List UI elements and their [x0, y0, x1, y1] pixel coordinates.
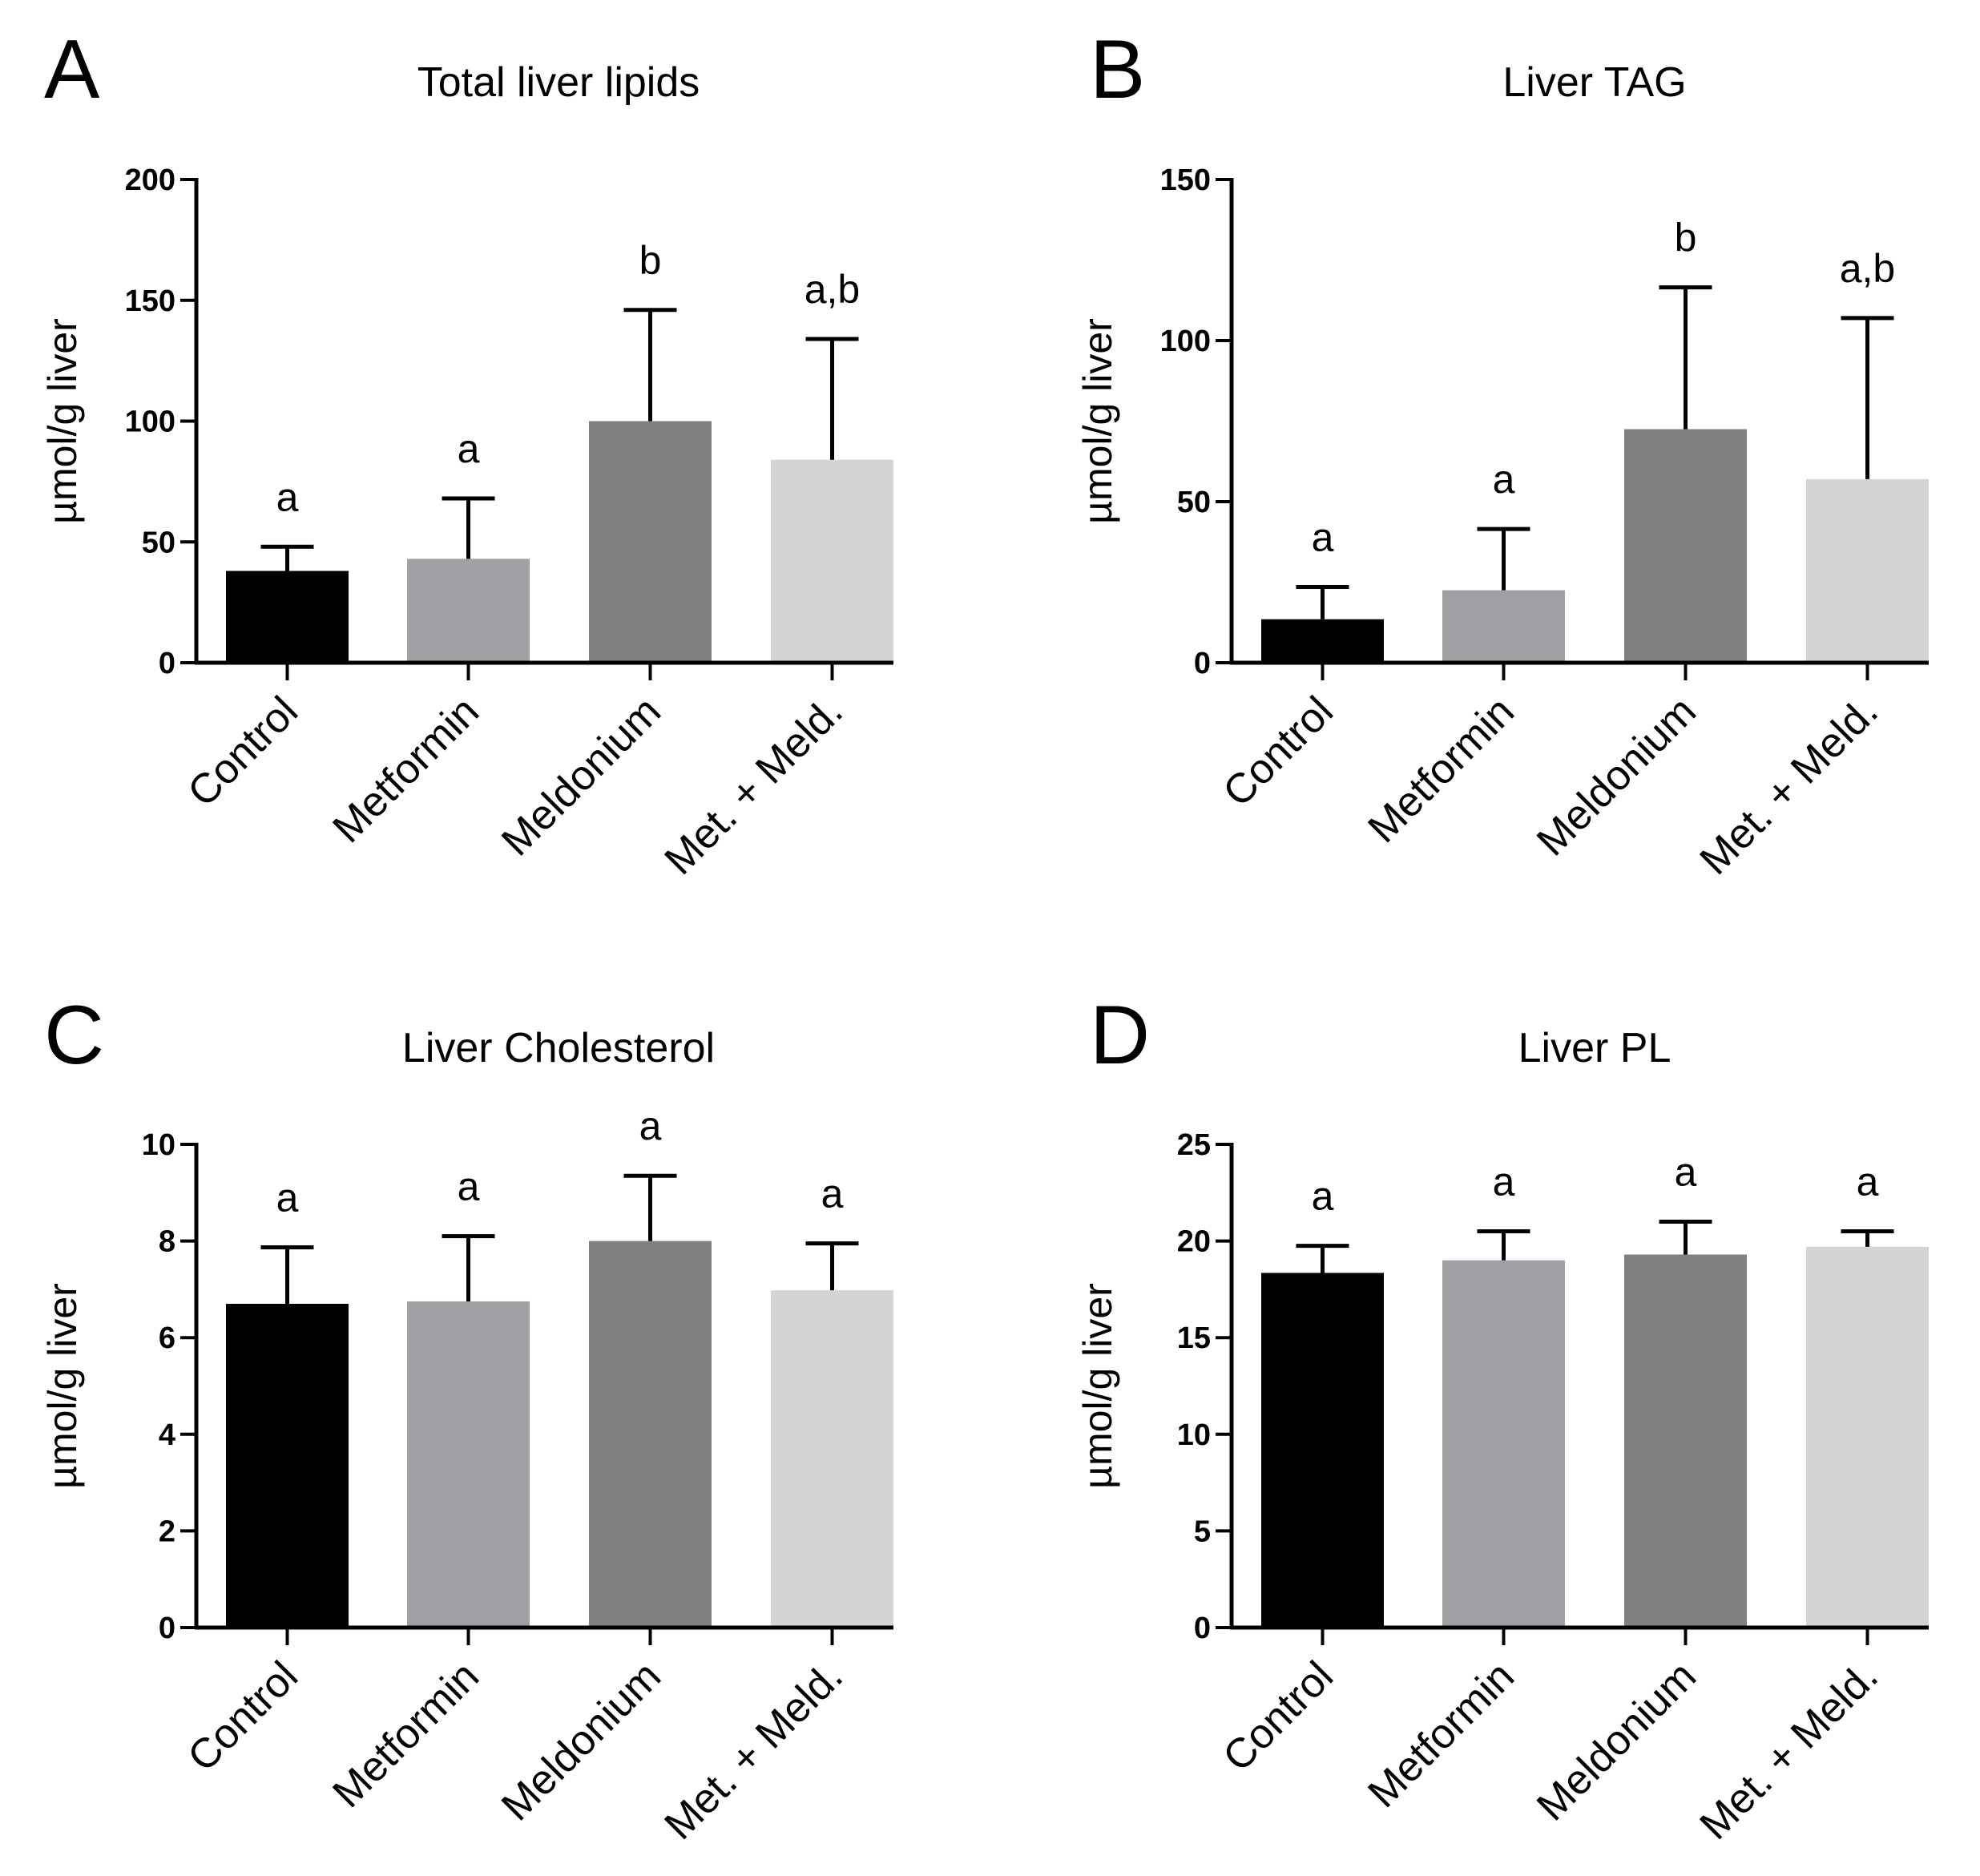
bar-3 — [1624, 429, 1747, 663]
bar-4 — [1806, 478, 1929, 663]
significance-label: a — [1312, 1174, 1334, 1219]
y-tick-label: 6 — [159, 1321, 175, 1355]
significance-label: a — [1857, 1160, 1879, 1204]
significance-label: b — [1675, 216, 1697, 260]
y-tick-label: 150 — [125, 284, 175, 318]
chart-title: Total liver lipids — [417, 59, 700, 106]
y-tick-label: 10 — [142, 1128, 175, 1162]
significance-label: a — [276, 474, 299, 519]
significance-label: a,b — [1840, 246, 1896, 291]
bar-3 — [1624, 1254, 1747, 1628]
bar-2 — [407, 559, 530, 663]
y-tick-label: 0 — [159, 1612, 175, 1645]
y-tick-label: 100 — [125, 405, 175, 439]
bar-1 — [226, 1303, 349, 1628]
y-tick-label: 4 — [159, 1418, 175, 1452]
x-tick-label: Met. + Meld. — [656, 688, 852, 883]
panel-letter: D — [1090, 989, 1150, 1082]
x-tick-label: Met. + Meld. — [1692, 688, 1887, 883]
x-tick-label: Control — [179, 688, 307, 816]
y-axis-label: µmol/g liver — [40, 1283, 85, 1489]
significance-label: b — [639, 238, 662, 283]
bar-1 — [226, 571, 349, 663]
y-tick-label: 0 — [159, 647, 175, 680]
x-tick-label: Met. + Meld. — [1692, 1652, 1887, 1848]
bar-1 — [1261, 619, 1384, 663]
y-tick-label: 15 — [1177, 1321, 1211, 1355]
panel-d: D Liver PL µmol/g liver a Control a Metformin a… — [1075, 989, 1929, 1849]
panel-c: C Liver Cholesterol µmol/g liver a Control a M… — [40, 989, 893, 1849]
y-tick-label: 0 — [1194, 1612, 1211, 1645]
x-tick-label: Control — [179, 1652, 307, 1781]
y-axis-label: µmol/g liver — [40, 318, 85, 524]
panel-b: B Liver TAG µmol/g liver a Control a Metformin… — [1075, 23, 1929, 884]
x-tick-label: Metformin — [325, 1652, 488, 1816]
bar-3 — [589, 1241, 712, 1628]
bar-2 — [1442, 1260, 1565, 1628]
significance-label: a — [458, 1164, 480, 1209]
y-tick-label: 8 — [159, 1225, 175, 1259]
bar-4 — [771, 1290, 893, 1628]
chart-title: Liver TAG — [1502, 59, 1686, 106]
y-tick-label: 150 — [1160, 163, 1211, 197]
x-tick-label: Meldonium — [493, 1652, 670, 1830]
x-tick-label: Control — [1214, 688, 1342, 816]
significance-label: a — [458, 426, 480, 471]
y-tick-label: 10 — [1177, 1418, 1211, 1452]
chart-title: Liver PL — [1518, 1025, 1672, 1071]
x-tick-label: Meldonium — [1528, 1652, 1705, 1830]
significance-label: a — [1675, 1149, 1697, 1194]
y-tick-label: 2 — [159, 1515, 175, 1548]
panel-letter: B — [1090, 23, 1145, 116]
y-tick-label: 50 — [1177, 486, 1211, 519]
panel-letter: A — [44, 23, 100, 116]
panel-a: A Total liver lipids µmol/g liver a Control a… — [40, 23, 893, 884]
panel-letter: C — [44, 989, 104, 1082]
bar-3 — [589, 421, 712, 663]
x-tick-label: Met. + Meld. — [656, 1652, 852, 1848]
bar-2 — [407, 1301, 530, 1628]
y-axis-label: µmol/g liver — [1075, 1283, 1120, 1489]
bar-2 — [1442, 590, 1565, 663]
significance-label: a — [1493, 1160, 1515, 1204]
x-tick-label: Meldonium — [493, 688, 670, 865]
y-tick-label: 50 — [142, 526, 175, 559]
significance-label: a,b — [805, 267, 861, 312]
x-tick-label: Metformin — [1360, 688, 1523, 851]
significance-label: a — [639, 1103, 662, 1148]
chart-title: Liver Cholesterol — [402, 1025, 715, 1071]
bar-1 — [1261, 1273, 1384, 1628]
bar-4 — [771, 459, 893, 663]
x-tick-label: Metformin — [325, 688, 488, 851]
significance-label: a — [276, 1175, 299, 1220]
y-tick-label: 20 — [1177, 1225, 1211, 1259]
y-tick-label: 100 — [1160, 325, 1211, 358]
y-tick-label: 0 — [1194, 647, 1211, 680]
significance-label: a — [821, 1172, 844, 1216]
x-tick-label: Metformin — [1360, 1652, 1523, 1816]
bar-4 — [1806, 1246, 1929, 1628]
significance-label: a — [1312, 515, 1334, 560]
y-axis-label: µmol/g liver — [1075, 318, 1120, 524]
x-tick-label: Meldonium — [1528, 688, 1705, 865]
y-tick-label: 5 — [1194, 1515, 1211, 1548]
y-tick-label: 200 — [125, 163, 175, 197]
x-tick-label: Control — [1214, 1652, 1342, 1781]
significance-label: a — [1493, 457, 1515, 502]
y-tick-label: 25 — [1177, 1128, 1211, 1162]
